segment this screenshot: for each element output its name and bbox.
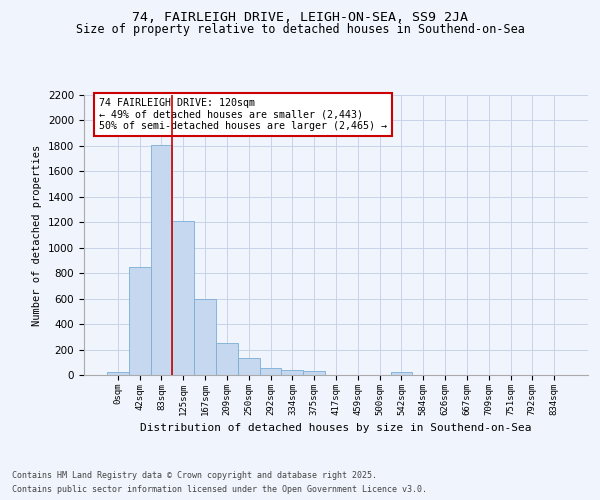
Bar xyxy=(303,371,325,375)
Bar xyxy=(107,372,129,375)
Bar xyxy=(194,298,216,375)
Text: Size of property relative to detached houses in Southend-on-Sea: Size of property relative to detached ho… xyxy=(76,24,524,36)
Text: Contains public sector information licensed under the Open Government Licence v3: Contains public sector information licen… xyxy=(12,484,427,494)
Text: 74 FAIRLEIGH DRIVE: 120sqm
← 49% of detached houses are smaller (2,443)
50% of s: 74 FAIRLEIGH DRIVE: 120sqm ← 49% of deta… xyxy=(99,98,387,131)
Y-axis label: Number of detached properties: Number of detached properties xyxy=(32,144,43,326)
X-axis label: Distribution of detached houses by size in Southend-on-Sea: Distribution of detached houses by size … xyxy=(140,423,532,433)
Bar xyxy=(281,370,303,375)
Bar xyxy=(216,342,238,375)
Bar xyxy=(129,268,151,375)
Bar xyxy=(151,144,172,375)
Bar xyxy=(172,221,194,375)
Text: 74, FAIRLEIGH DRIVE, LEIGH-ON-SEA, SS9 2JA: 74, FAIRLEIGH DRIVE, LEIGH-ON-SEA, SS9 2… xyxy=(132,11,468,24)
Bar xyxy=(391,372,412,375)
Bar xyxy=(260,368,281,375)
Bar xyxy=(238,358,260,375)
Text: Contains HM Land Registry data © Crown copyright and database right 2025.: Contains HM Land Registry data © Crown c… xyxy=(12,472,377,480)
